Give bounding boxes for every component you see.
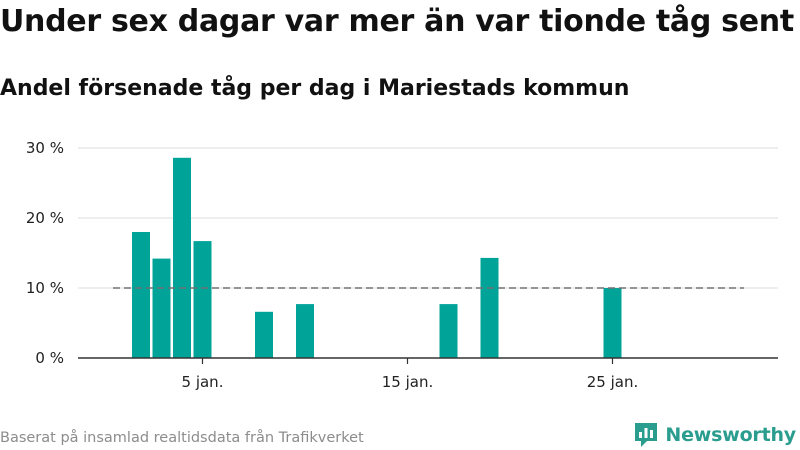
bar: [439, 304, 458, 358]
chart-title: Under sex dagar var mer än var tionde tå…: [0, 4, 794, 39]
bar: [132, 232, 150, 358]
chart-subtitle: Andel försenade tåg per dag i Mariestads…: [0, 76, 630, 101]
bar-chart: 0 % 10 % 20 % 30 % 5 jan. 15 jan. 25 jan.: [26, 139, 778, 391]
bar: [603, 288, 622, 358]
newsworthy-logo-icon: [635, 423, 658, 447]
y-tick-label: 30 %: [26, 139, 64, 157]
bar: [193, 241, 212, 358]
y-tick-label: 10 %: [26, 279, 64, 297]
brand-name: Newsworthy: [665, 424, 796, 446]
y-tick-label: 20 %: [26, 209, 64, 227]
source-note: Baserat på insamlad realtidsdata från Tr…: [0, 430, 364, 446]
bar: [480, 257, 499, 358]
newsworthy-logo: Newsworthy: [633, 420, 796, 450]
x-tick-label: 15 jan.: [382, 373, 434, 391]
bar: [173, 157, 191, 358]
bar: [296, 304, 314, 358]
bar: [152, 258, 171, 358]
bar: [255, 311, 273, 358]
y-tick-label: 0 %: [35, 349, 64, 367]
x-tick-label: 25 jan.: [587, 373, 639, 391]
x-tick-label: 5 jan.: [182, 373, 224, 391]
